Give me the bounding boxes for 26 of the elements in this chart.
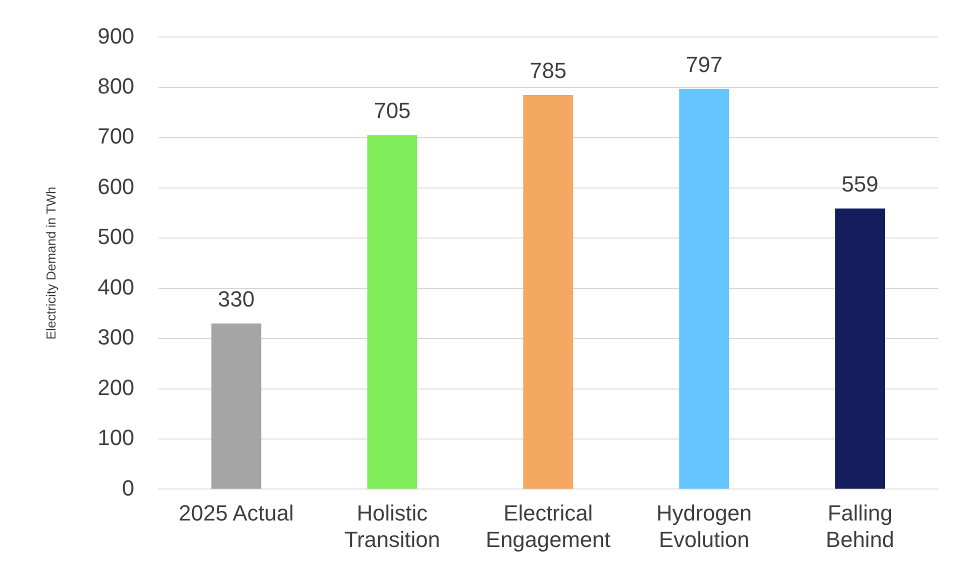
y-tick-label: 700 — [98, 124, 134, 149]
data-label: 797 — [686, 52, 722, 77]
bar — [679, 88, 730, 489]
y-tick-label: 200 — [98, 374, 134, 400]
data-label: 705 — [374, 98, 411, 124]
y-tick-label: 500 — [98, 224, 134, 250]
x-tick-label: Holistic Transition — [344, 500, 440, 552]
bar — [523, 94, 574, 489]
x-tick-label: Hydrogen Evolution — [656, 500, 752, 552]
bar — [367, 135, 418, 489]
y-tick-label: 900 — [98, 23, 134, 48]
bar — [835, 208, 885, 489]
x-tick-label: 2025 Actual — [178, 500, 294, 526]
y-tick-label: 0 — [122, 475, 134, 500]
y-axis-title: Electricity Demand in TWh — [43, 186, 58, 340]
data-label: 330 — [218, 286, 255, 312]
x-tick-label: Electrical Engagement — [486, 500, 611, 552]
y-tick-label: 100 — [98, 425, 134, 450]
x-tick-label: Falling Behind — [826, 500, 894, 552]
bar — [211, 323, 262, 489]
data-label: 559 — [842, 172, 878, 197]
y-tick-label: 800 — [98, 73, 134, 98]
y-tick-label: 400 — [98, 274, 134, 300]
y-tick-label: 300 — [98, 324, 134, 350]
data-label: 785 — [530, 58, 567, 84]
y-tick-label: 600 — [98, 174, 134, 199]
